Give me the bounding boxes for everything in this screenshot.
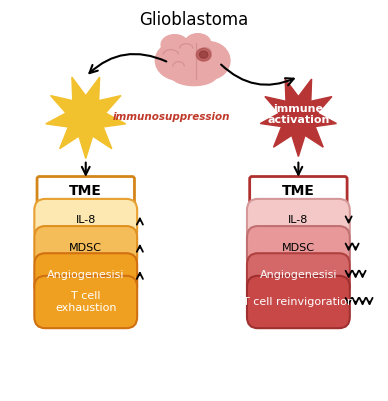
Text: immune
activation: immune activation: [267, 104, 329, 126]
FancyBboxPatch shape: [247, 199, 350, 242]
Ellipse shape: [187, 42, 230, 80]
Text: Glioblastoma: Glioblastoma: [139, 11, 249, 29]
Ellipse shape: [199, 51, 208, 58]
Ellipse shape: [171, 64, 217, 85]
FancyArrowPatch shape: [90, 54, 166, 73]
FancyBboxPatch shape: [34, 226, 137, 269]
Polygon shape: [260, 79, 336, 156]
Text: TME: TME: [69, 184, 102, 198]
Text: T cell reinvigoration: T cell reinvigoration: [243, 297, 354, 307]
Polygon shape: [46, 77, 126, 158]
FancyBboxPatch shape: [34, 276, 137, 328]
Text: TME: TME: [282, 184, 315, 198]
Text: Angiogenesisi: Angiogenesisi: [260, 270, 337, 280]
FancyBboxPatch shape: [249, 176, 347, 205]
FancyBboxPatch shape: [34, 253, 137, 296]
Text: IL-8: IL-8: [288, 215, 308, 225]
Text: IL-8: IL-8: [76, 215, 96, 225]
Text: T cell
exhaustion: T cell exhaustion: [55, 291, 116, 313]
Text: MDSC: MDSC: [69, 243, 102, 253]
FancyBboxPatch shape: [34, 199, 137, 242]
Text: Angiogenesisi: Angiogenesisi: [47, 270, 125, 280]
FancyBboxPatch shape: [247, 226, 350, 269]
Ellipse shape: [185, 34, 210, 52]
Text: MDSC: MDSC: [282, 243, 315, 253]
FancyBboxPatch shape: [37, 176, 135, 205]
Ellipse shape: [161, 34, 188, 55]
Ellipse shape: [196, 48, 211, 61]
Ellipse shape: [155, 41, 206, 81]
FancyBboxPatch shape: [247, 253, 350, 296]
Text: immunosuppression: immunosuppression: [113, 111, 230, 122]
FancyArrowPatch shape: [221, 65, 294, 85]
FancyBboxPatch shape: [247, 276, 350, 328]
